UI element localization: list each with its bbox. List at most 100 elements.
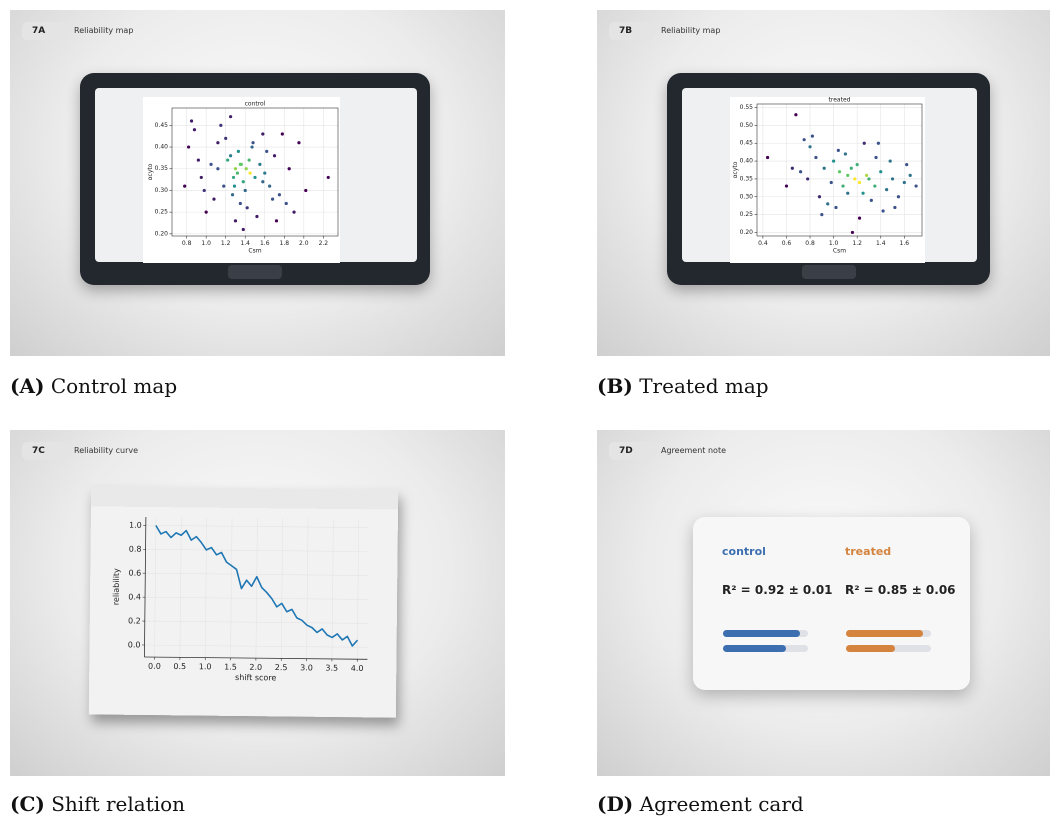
point: [251, 141, 254, 144]
point: [183, 185, 186, 188]
bar: [723, 645, 786, 652]
point: [851, 231, 854, 234]
caption-text: Shift relation: [51, 792, 185, 816]
point: [234, 219, 237, 222]
point: [212, 198, 215, 201]
y-tick-label: 0.8: [129, 545, 142, 554]
point: [865, 174, 868, 177]
x-tick-label: 1.2: [852, 240, 862, 247]
point: [297, 141, 300, 144]
x-tick-label: 1.6: [260, 240, 270, 247]
point: [246, 206, 249, 209]
x-tick-label: 0.4: [758, 240, 768, 247]
x-tick-label: 1.4: [240, 240, 250, 247]
x-tick-label: 0.8: [805, 240, 815, 247]
y-tick-label: 0.25: [740, 211, 754, 218]
y-tick-label: 0.0: [128, 640, 141, 649]
point: [905, 163, 908, 166]
point: [885, 188, 888, 191]
y-tick-label: 0.4: [128, 592, 141, 601]
point: [268, 185, 271, 188]
point: [242, 180, 245, 183]
x-axis-label: shift score: [235, 673, 276, 682]
y-axis-label: reliability: [112, 568, 121, 605]
point: [187, 145, 190, 148]
y-tick-label: 0.45: [740, 140, 754, 147]
chart-title: treated: [829, 97, 851, 104]
x-tick-label: 1.0: [201, 240, 211, 247]
x-tick-label: 0.5: [173, 662, 186, 671]
point: [229, 115, 232, 118]
point: [889, 159, 892, 162]
bar: [723, 630, 800, 637]
point: [271, 198, 274, 201]
chart: 0.40.60.81.01.21.41.60.200.250.300.350.4…: [730, 97, 925, 263]
agreement-card: controlR² = 0.92 ± 0.01treatedR² = 0.85 …: [693, 517, 970, 690]
caption-text: Control map: [51, 374, 177, 398]
point: [224, 137, 227, 140]
point: [766, 156, 769, 159]
caption: (A) Control map: [10, 374, 177, 398]
x-tick-label: 3.5: [325, 664, 338, 673]
point: [281, 132, 284, 135]
point: [844, 152, 847, 155]
point: [811, 135, 814, 138]
grid-line: [256, 518, 257, 658]
y-tick-label: 1.0: [129, 521, 142, 530]
point: [203, 189, 206, 192]
y-tick-label: 0.2: [128, 616, 141, 625]
x-tick-label: 4.0: [351, 664, 364, 673]
group-name: control: [722, 545, 766, 558]
point: [838, 170, 841, 173]
point: [278, 193, 281, 196]
tag: 7B: [609, 22, 655, 40]
point: [853, 177, 856, 180]
point: [867, 177, 870, 180]
y-tick-label: 0.25: [155, 209, 169, 216]
point: [273, 154, 276, 157]
point: [863, 142, 866, 145]
panel-title: Agreement note: [661, 442, 726, 460]
point: [216, 167, 219, 170]
point: [882, 209, 885, 212]
point: [236, 171, 239, 174]
point: [222, 185, 225, 188]
point: [292, 211, 295, 214]
point: [909, 174, 912, 177]
panel: 7C Reliability curve 0.00.51.01.52.02.53…: [10, 430, 505, 776]
chart-background: [143, 97, 340, 263]
point: [197, 158, 200, 161]
y-axis-label: αcyto: [732, 161, 739, 178]
x-tick-label: 0.6: [782, 240, 792, 247]
panel-title: Reliability map: [661, 22, 720, 40]
home-button: [802, 265, 856, 279]
y-tick-label: 0.35: [740, 175, 754, 182]
point: [877, 142, 880, 145]
point: [834, 206, 837, 209]
point: [265, 150, 268, 153]
point: [861, 192, 864, 195]
point: [879, 170, 882, 173]
y-tick-label: 0.20: [740, 229, 754, 236]
caption: (C) Shift relation: [10, 792, 185, 816]
point: [808, 145, 811, 148]
point: [903, 181, 906, 184]
point: [826, 202, 829, 205]
point: [823, 167, 826, 170]
point: [234, 167, 237, 170]
point: [219, 124, 222, 127]
point: [837, 149, 840, 152]
point: [897, 195, 900, 198]
point: [200, 176, 203, 179]
point: [233, 185, 236, 188]
point: [258, 163, 261, 166]
point: [226, 158, 229, 161]
x-tick-label: 1.0: [829, 240, 839, 247]
point: [209, 163, 212, 166]
grid-line: [281, 518, 282, 658]
x-tick-label: 2.5: [275, 663, 288, 672]
panel-title: Reliability curve: [74, 442, 138, 460]
point: [239, 202, 242, 205]
